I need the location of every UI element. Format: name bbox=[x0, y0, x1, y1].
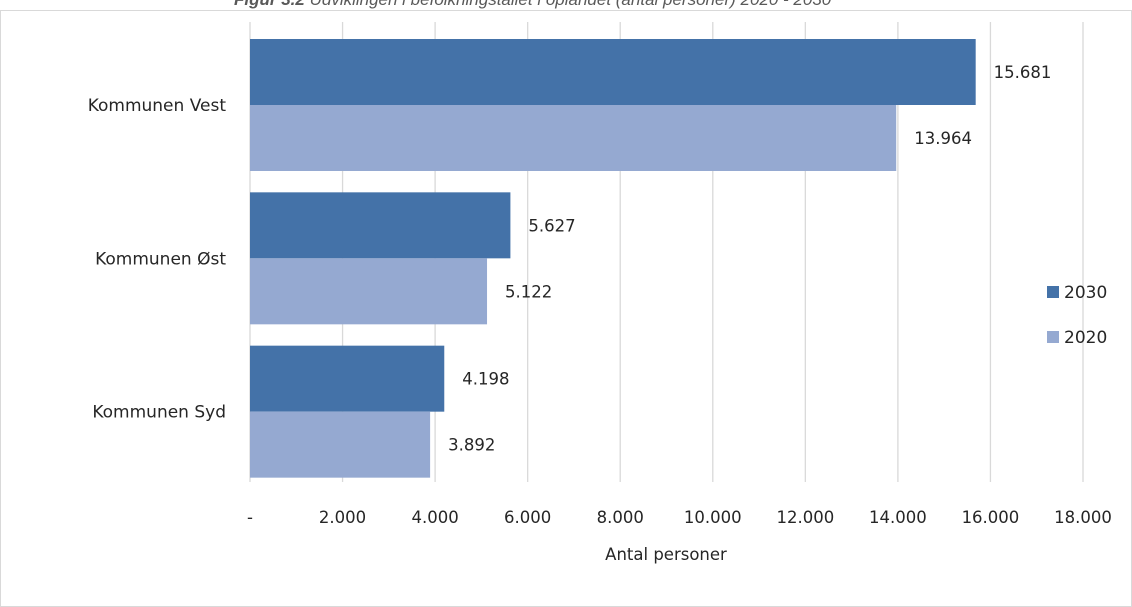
data-label: 13.964 bbox=[914, 129, 972, 148]
x-tick-label: 18.000 bbox=[1054, 508, 1112, 527]
data-label: 15.681 bbox=[994, 63, 1052, 82]
category-labels: Kommunen Vest Kommunen Øst Kommunen Syd bbox=[88, 96, 227, 423]
data-label: 5.627 bbox=[528, 216, 575, 235]
chart-title-rest: Udviklingen i befolkningstallet i opland… bbox=[305, 0, 832, 9]
legend-swatch bbox=[1047, 331, 1059, 343]
x-tick-label: 8.000 bbox=[597, 508, 644, 527]
chart-title: Figur 3.2 Udviklingen i befolkningstalle… bbox=[234, 0, 832, 9]
legend-label: 2020 bbox=[1064, 328, 1107, 348]
data-labels: 15.681 13.964 5.627 5.122 4.198 3.892 bbox=[448, 63, 1051, 455]
bar-2030 bbox=[250, 192, 511, 259]
data-label: 5.122 bbox=[505, 282, 552, 301]
x-tick-label: 16.000 bbox=[962, 508, 1020, 527]
data-label: 4.198 bbox=[462, 370, 509, 389]
x-tick-labels: - 2.000 4.000 6.000 8.000 10.000 12.000 14.000 1… bbox=[247, 508, 1112, 527]
x-tick-label: 6.000 bbox=[504, 508, 551, 527]
x-tick-label: 12.000 bbox=[776, 508, 834, 527]
x-tick-label: 4.000 bbox=[411, 508, 458, 527]
legend: 2030 2020 bbox=[1047, 283, 1107, 348]
bar-2030 bbox=[250, 39, 976, 105]
bar-2020 bbox=[250, 411, 431, 478]
x-tick-label: - bbox=[247, 508, 253, 527]
category-label: Kommunen Syd bbox=[92, 403, 226, 423]
category-label: Kommunen Vest bbox=[88, 96, 227, 116]
bar-2020 bbox=[250, 258, 488, 325]
x-tick-label: 14.000 bbox=[869, 508, 927, 527]
bar-2030 bbox=[250, 345, 445, 412]
bar-2020 bbox=[250, 105, 897, 171]
x-tick-label: 2.000 bbox=[319, 508, 366, 527]
x-axis-title: Antal personer bbox=[605, 545, 727, 564]
data-label: 3.892 bbox=[448, 436, 495, 455]
bars bbox=[250, 39, 976, 478]
category-label: Kommunen Øst bbox=[95, 249, 226, 269]
legend-swatch bbox=[1047, 286, 1059, 298]
x-tick-label: 10.000 bbox=[684, 508, 742, 527]
legend-label: 2030 bbox=[1064, 283, 1107, 303]
chart-title-prefix: Figur 3.2 bbox=[234, 0, 305, 9]
